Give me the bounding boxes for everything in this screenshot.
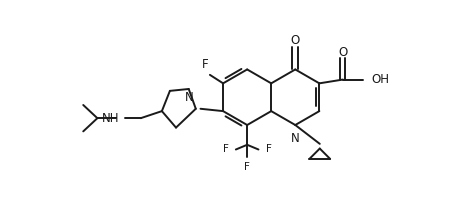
Text: F: F xyxy=(244,162,250,172)
Text: O: O xyxy=(291,34,300,47)
Text: N: N xyxy=(291,132,300,145)
Text: N: N xyxy=(185,91,193,104)
Text: F: F xyxy=(202,58,209,71)
Text: F: F xyxy=(223,145,229,155)
Text: O: O xyxy=(338,46,347,59)
Text: F: F xyxy=(266,145,271,155)
Text: OH: OH xyxy=(371,73,389,86)
Text: NH: NH xyxy=(102,112,119,125)
